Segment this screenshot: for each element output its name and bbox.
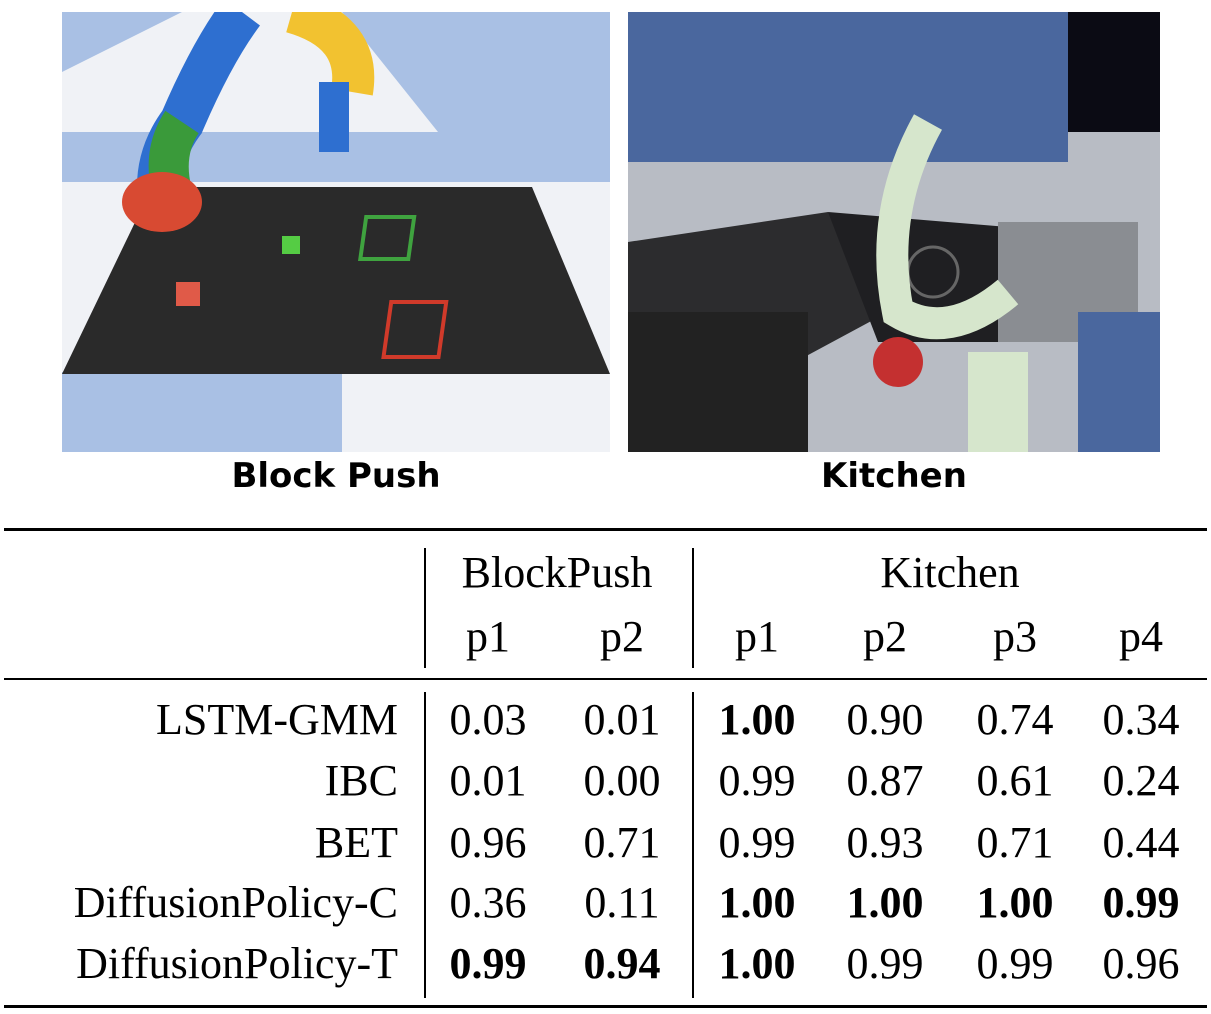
cell: 0.94 (583, 939, 661, 988)
row-label: IBC (324, 756, 398, 805)
cell: 0.71 (583, 818, 661, 867)
bottom-rule (4, 1005, 1207, 1008)
cell: 0.71 (976, 818, 1054, 867)
row-label: DiffusionPolicy-T (76, 939, 398, 988)
v-rule (424, 548, 426, 668)
cell: 0.24 (1102, 756, 1180, 805)
cell: 0.93 (846, 818, 924, 867)
group-header: BlockPush (461, 548, 653, 597)
cell: 0.01 (449, 756, 527, 805)
cell: 0.99 (1102, 878, 1180, 927)
cell: 0.99 (976, 939, 1054, 988)
cell: 0.87 (846, 756, 924, 805)
cell: 0.99 (718, 756, 796, 805)
cell: 0.99 (718, 818, 796, 867)
cell: 0.99 (449, 939, 527, 988)
caption: Block Push (231, 456, 441, 496)
cell: 0.03 (449, 695, 527, 744)
column-header: p4 (1119, 612, 1163, 661)
cell: 0.44 (1102, 818, 1180, 867)
v-rule (692, 692, 694, 998)
kitchen-image (628, 12, 1160, 452)
cell: 1.00 (976, 878, 1054, 927)
cell: 0.90 (846, 695, 924, 744)
cell: 0.36 (449, 878, 527, 927)
cell: 0.99 (846, 939, 924, 988)
block-push-image (62, 12, 610, 452)
cell: 0.01 (583, 695, 661, 744)
cell: 0.74 (976, 695, 1054, 744)
column-header: p1 (735, 612, 779, 661)
v-rule (692, 548, 694, 668)
row-label: DiffusionPolicy-C (73, 878, 398, 927)
caption: Kitchen (821, 456, 967, 496)
cell: 0.96 (449, 818, 527, 867)
row-label: BET (314, 818, 398, 867)
column-header: p2 (600, 612, 644, 661)
cell: 0.34 (1102, 695, 1180, 744)
column-header: p1 (466, 612, 510, 661)
cell: 1.00 (718, 695, 796, 744)
mid-rule (4, 678, 1207, 680)
cell: 0.61 (976, 756, 1054, 805)
top-rule (4, 528, 1207, 531)
cell: 0.00 (583, 756, 661, 805)
row-label: LSTM-GMM (155, 695, 398, 744)
cell: 1.00 (718, 939, 796, 988)
cell: 0.96 (1102, 939, 1180, 988)
v-rule (424, 692, 426, 998)
column-header: p3 (993, 612, 1037, 661)
group-header: Kitchen (880, 548, 1020, 597)
column-header: p2 (863, 612, 907, 661)
cell: 1.00 (718, 878, 796, 927)
cell: 0.11 (584, 878, 660, 927)
cell: 1.00 (846, 878, 924, 927)
